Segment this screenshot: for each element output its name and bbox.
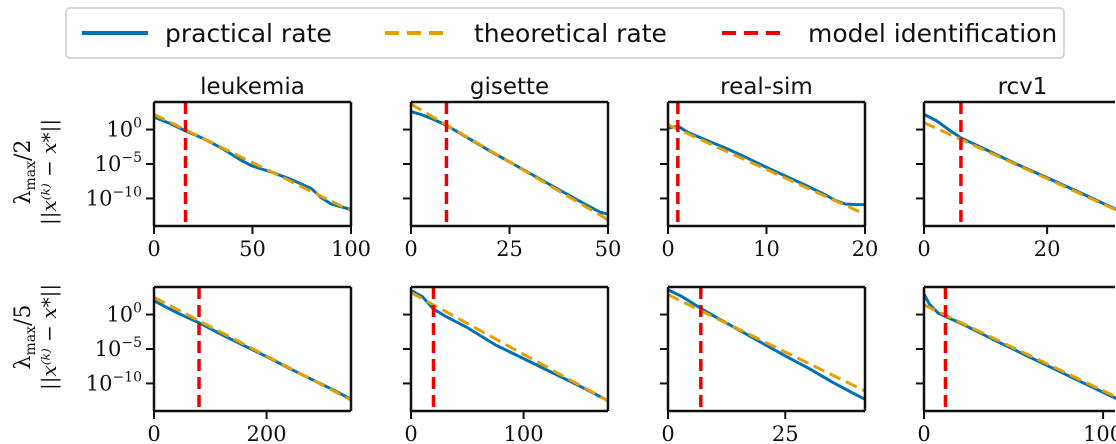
row-label-symbol: λ bbox=[11, 355, 36, 369]
practical-rate-line bbox=[668, 124, 865, 207]
x-tick-label: 20 bbox=[852, 237, 879, 261]
x-tick-label: 0 bbox=[917, 237, 930, 261]
x-tick-label: 0 bbox=[147, 237, 160, 261]
panel-data bbox=[668, 102, 865, 226]
panel-frame bbox=[666, 100, 867, 228]
row-label-norm: ||x⁽ᵏ⁾ − x*|| bbox=[37, 119, 62, 225]
row-labels: λmax/2 ||x⁽ᵏ⁾ − x*||λmax/5 ||x⁽ᵏ⁾ − x*|| bbox=[11, 119, 62, 390]
row-label-subscript: max bbox=[23, 161, 39, 191]
panel-rcv1: 0 20 rcv1 bbox=[916, 74, 1116, 261]
panel-title: rcv1 bbox=[998, 74, 1048, 100]
y-tick-label: 100 bbox=[106, 301, 142, 327]
legend-label: practical rate bbox=[165, 19, 332, 48]
x-tick-label: 25 bbox=[496, 237, 523, 261]
x-tick-label: 25 bbox=[772, 422, 799, 444]
y-tick-exponent: 0 bbox=[133, 301, 142, 317]
y-tick-base: 10 bbox=[106, 303, 133, 327]
y-tick-base: 10 bbox=[86, 371, 113, 395]
y-tick-exponent: −10 bbox=[112, 369, 142, 385]
x-tick-label: 0 bbox=[404, 237, 417, 261]
x-tick-label: 50 bbox=[239, 237, 266, 261]
legend: practical rate theoretical rate model iden… bbox=[65, 7, 1065, 59]
panel-frame bbox=[409, 100, 610, 228]
panel-frame bbox=[922, 100, 1115, 228]
x-tick-label: 50 bbox=[595, 237, 622, 261]
row-label-symbol: λ bbox=[11, 190, 36, 204]
row-label-subscript: max bbox=[23, 326, 39, 356]
row-label-lambda: λmax/5 bbox=[11, 305, 39, 370]
panel-gisette: 0 25 50 gisette bbox=[403, 74, 621, 261]
theoretical-rate-line bbox=[924, 303, 1116, 399]
panel-row1-col1: 0 100 bbox=[403, 285, 610, 444]
x-tick-label: 0 bbox=[147, 422, 160, 444]
y-tick-base: 10 bbox=[86, 186, 113, 210]
theoretical-rate-line bbox=[668, 123, 865, 216]
panel-data bbox=[924, 287, 1116, 411]
legend-frame bbox=[65, 7, 1065, 59]
legend-item: theoretical rate bbox=[385, 19, 667, 48]
x-tick-label: 20 bbox=[1034, 237, 1061, 261]
row-label-divisor: /2 bbox=[11, 140, 36, 161]
y-tick-label: 10−10 bbox=[86, 184, 142, 210]
y-tick-label: 100 bbox=[106, 116, 142, 142]
legend-label: model identification bbox=[808, 19, 1057, 48]
y-tick-base: 10 bbox=[95, 152, 122, 176]
practical-rate-line bbox=[668, 288, 865, 401]
x-tick-label: 100 bbox=[331, 237, 371, 261]
panel-title: gisette bbox=[470, 74, 549, 100]
panel-row1-col3: 0 100 bbox=[916, 285, 1116, 444]
y-tick-label: 10−5 bbox=[95, 335, 142, 361]
panel-data bbox=[668, 287, 865, 411]
panel-title: leukemia bbox=[200, 74, 305, 100]
x-tick-label: 0 bbox=[404, 422, 417, 444]
x-tick-label: 0 bbox=[917, 422, 930, 444]
x-tick-label: 200 bbox=[247, 422, 287, 444]
row-label-norm: ||x⁽ᵏ⁾ − x*|| bbox=[37, 284, 62, 390]
y-tick-exponent: 0 bbox=[133, 116, 142, 132]
legend-label: theoretical rate bbox=[474, 19, 667, 48]
y-tick-base: 10 bbox=[95, 337, 122, 361]
panel-row1-col2: 0 25 bbox=[660, 285, 867, 444]
x-tick-label: 10 bbox=[753, 237, 780, 261]
y-tick-exponent: −5 bbox=[121, 150, 142, 166]
legend-item: model identification bbox=[722, 19, 1057, 48]
theoretical-rate-line bbox=[411, 102, 608, 222]
panel-frame bbox=[666, 285, 867, 413]
panel-frame bbox=[152, 100, 353, 228]
panel-data bbox=[411, 102, 608, 226]
theoretical-rate-line bbox=[411, 291, 608, 403]
y-tick-exponent: −5 bbox=[121, 335, 142, 351]
panel-frame bbox=[409, 285, 610, 413]
theoretical-rate-line bbox=[668, 293, 865, 393]
x-tick-label: 0 bbox=[661, 422, 674, 444]
panel-data bbox=[154, 287, 351, 411]
x-tick-label: 100 bbox=[504, 422, 544, 444]
practical-rate-line bbox=[924, 113, 1116, 211]
panel-data bbox=[924, 102, 1116, 226]
panel-data bbox=[411, 287, 608, 411]
y-tick-exponent: −10 bbox=[112, 184, 142, 200]
row-label-divisor: /5 bbox=[11, 305, 36, 326]
y-tick-label: 10−5 bbox=[95, 150, 142, 176]
y-tick-label: 10−10 bbox=[86, 369, 142, 395]
x-tick-label: 0 bbox=[661, 237, 674, 261]
row-label-lambda: λmax/2 bbox=[11, 140, 39, 205]
panel-frame bbox=[152, 285, 353, 413]
theoretical-rate-line bbox=[154, 295, 351, 402]
panel-data bbox=[154, 102, 351, 226]
y-tick-base: 10 bbox=[106, 118, 133, 142]
theoretical-rate-line bbox=[924, 121, 1116, 212]
panel-title: real-sim bbox=[720, 74, 813, 100]
panel-real-sim: 0 10 20 real-sim bbox=[660, 74, 878, 261]
x-tick-label: 100 bbox=[1083, 422, 1116, 444]
legend-item: practical rate bbox=[82, 19, 332, 48]
panel-frame bbox=[922, 285, 1115, 413]
